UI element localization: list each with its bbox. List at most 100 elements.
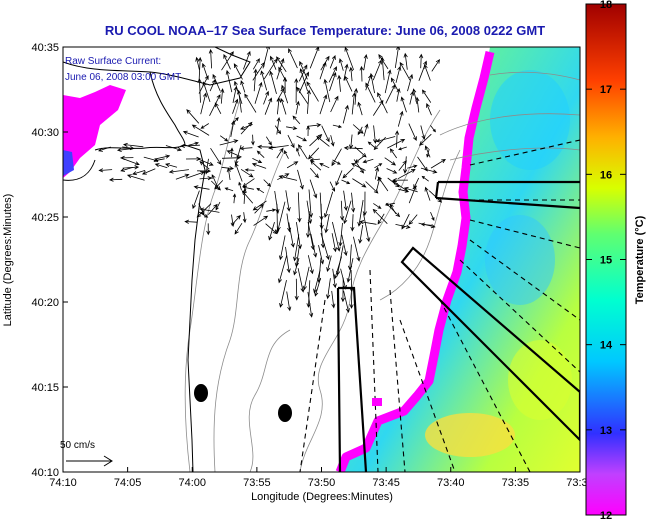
current-vector (320, 232, 330, 261)
current-vector (302, 266, 310, 291)
y-tick-label: 40:15 (31, 382, 59, 394)
current-vector (343, 290, 350, 313)
current-vector (269, 55, 277, 70)
current-vector (199, 207, 220, 213)
current-vector (401, 213, 410, 230)
current-vector (377, 213, 385, 225)
colorbar-tick-label: 14 (600, 340, 613, 352)
current-vector (186, 109, 200, 124)
y-axis-ticks: 40:35 40:30 40:25 40:20 40:15 40:10 (31, 42, 68, 479)
current-vector (363, 53, 368, 71)
current-vector (314, 277, 321, 297)
current-vector (268, 145, 289, 150)
current-vector (307, 291, 314, 318)
current-vector (120, 155, 134, 160)
current-vector (279, 280, 287, 308)
current-vector (201, 62, 209, 80)
current-vector (256, 187, 265, 194)
current-vector (243, 50, 251, 70)
current-vector (396, 87, 401, 102)
current-vector (234, 162, 243, 182)
current-vector (374, 163, 383, 169)
current-vector (321, 125, 330, 143)
transect-east (434, 180, 580, 210)
current-legend-line2: June 06, 2008 03:00 GMT (65, 72, 181, 83)
current-vector (212, 73, 221, 92)
current-vector (182, 130, 199, 138)
bathymetry-contours (184, 71, 580, 472)
current-vector (351, 192, 356, 213)
current-vector (293, 234, 300, 262)
current-vector (154, 163, 168, 169)
current-vector (251, 162, 267, 169)
current-vector (214, 102, 222, 114)
current-vector (331, 148, 342, 167)
current-vector (307, 255, 314, 275)
transect-boxes (336, 180, 580, 472)
current-vector (299, 60, 308, 80)
current-vector (309, 47, 320, 69)
current-vector (331, 290, 336, 309)
current-vector (369, 72, 375, 94)
colorbar-tick-label: 18 (600, 0, 612, 11)
current-vector (362, 158, 374, 164)
current-vector (215, 201, 221, 211)
current-vector (297, 169, 304, 190)
current-vector (195, 56, 200, 70)
current-vector (389, 148, 398, 159)
current-vector (397, 110, 404, 127)
current-vector (340, 200, 345, 221)
current-vector (319, 163, 330, 169)
current-vector (242, 185, 254, 190)
current-vector (232, 193, 237, 204)
current-vector (155, 154, 171, 160)
current-vector (296, 147, 300, 157)
x-tick-label: 74:00 (178, 477, 206, 489)
current-vector (424, 145, 431, 158)
current-legend-line1: Raw Surface Current: (65, 56, 161, 67)
current-vector (223, 53, 231, 70)
current-vector (263, 179, 272, 187)
current-vector (230, 119, 236, 137)
current-vector (392, 180, 408, 192)
current-vector (357, 101, 363, 116)
current-vector (221, 166, 235, 171)
current-vector (242, 212, 247, 224)
current-vector (346, 258, 354, 283)
current-vector (372, 125, 378, 144)
current-vector (193, 185, 210, 190)
current-vector (244, 168, 255, 172)
current-vector (240, 124, 253, 130)
current-vector (423, 64, 431, 81)
current-vector (341, 234, 348, 257)
current-vector (274, 125, 282, 135)
current-vector (326, 255, 332, 272)
current-vector (344, 47, 354, 71)
y-tick-label: 40:35 (31, 42, 59, 54)
current-vector (297, 192, 302, 223)
current-vector (419, 133, 432, 146)
current-vector (403, 186, 418, 193)
current-vector (420, 167, 438, 174)
current-vector (316, 135, 330, 147)
current-vector (407, 164, 418, 169)
current-vector (395, 224, 411, 229)
current-vector (407, 73, 414, 92)
current-vector (349, 289, 354, 309)
current-vector (276, 97, 281, 115)
current-vector (208, 48, 213, 69)
current-vector (395, 65, 402, 83)
current-vector (343, 190, 348, 212)
current-vector (263, 90, 269, 105)
current-vector (265, 136, 272, 146)
current-vector (239, 146, 253, 151)
current-vector (198, 211, 209, 218)
current-vector (120, 167, 133, 172)
current-vector (233, 80, 243, 105)
x-tick-label: 73:40 (437, 477, 465, 489)
current-vector (430, 211, 435, 222)
current-vector (295, 100, 300, 115)
radial-lines (299, 139, 580, 472)
current-vector (394, 47, 401, 69)
colorbar-tick-label: 15 (600, 255, 612, 267)
